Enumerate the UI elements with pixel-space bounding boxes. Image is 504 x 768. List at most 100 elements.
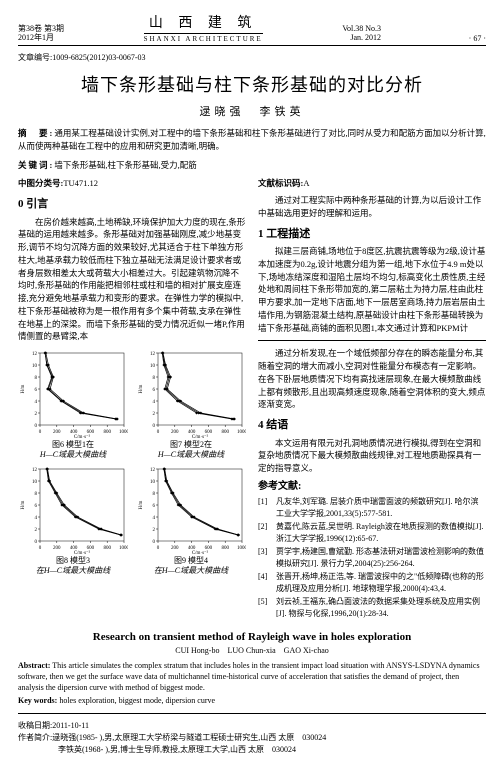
chart-caption: 图7 模型2在H—C域最大模曲线 bbox=[136, 440, 246, 461]
svg-text:8: 8 bbox=[153, 376, 156, 381]
date-cn: 2012年1月 bbox=[18, 33, 64, 43]
svg-text:0: 0 bbox=[157, 430, 160, 435]
vol-cn: 第38卷 第3期 bbox=[18, 24, 64, 34]
header-center: 山 西 建 筑 SHANXI ARCHITECTURE bbox=[144, 12, 263, 43]
svg-text:4: 4 bbox=[35, 400, 38, 405]
page-header: 第38卷 第3期 2012年1月 山 西 建 筑 SHANXI ARCHITEC… bbox=[18, 12, 486, 46]
svg-text:0: 0 bbox=[153, 540, 156, 545]
ref-num: [5] bbox=[258, 596, 276, 620]
reference-item: [2]黄嘉代,陈云蓝,吴世明. Rayleigh波在地质探测的数值模拟[J]. … bbox=[258, 521, 486, 545]
svg-text:H/m: H/m bbox=[139, 500, 144, 509]
section-0-para: 在房价越来越高,土地稀缺,环境保护加大力度的现在,条形基础的运用越来越多。条形基… bbox=[18, 216, 246, 344]
svg-text:0: 0 bbox=[35, 424, 38, 429]
page-number: · 67 · bbox=[469, 34, 486, 43]
svg-text:C/m·s⁻²: C/m·s⁻² bbox=[192, 434, 209, 439]
doccode: A bbox=[303, 178, 309, 188]
date-en: Jan. 2012 bbox=[342, 33, 381, 43]
divider bbox=[18, 713, 486, 714]
svg-text:0: 0 bbox=[153, 424, 156, 429]
charts-grid: 02004006008001000024681012C/m·s⁻²H/m图6 模… bbox=[18, 349, 246, 577]
svg-text:4: 4 bbox=[153, 400, 156, 405]
svg-text:12: 12 bbox=[32, 468, 38, 473]
english-title: Research on transient method of Rayleigh… bbox=[18, 631, 486, 643]
receive-date: 收稿日期:2011-10-11 bbox=[18, 720, 486, 732]
svg-text:6: 6 bbox=[153, 504, 156, 509]
svg-text:200: 200 bbox=[171, 546, 179, 551]
ref-num: [1] bbox=[258, 496, 276, 520]
svg-text:6: 6 bbox=[35, 388, 38, 393]
svg-text:0: 0 bbox=[35, 540, 38, 545]
svg-text:0: 0 bbox=[39, 430, 42, 435]
article-title: 墙下条形基础与柱下条形基础的对比分析 bbox=[18, 71, 486, 97]
chart-caption: 图9 模型4在H—C域最大模曲线 bbox=[136, 556, 246, 577]
clc: TU471.12 bbox=[63, 178, 98, 188]
journal-en: SHANXI ARCHITECTURE bbox=[144, 33, 263, 43]
svg-text:1000: 1000 bbox=[119, 546, 128, 551]
svg-text:H/m: H/m bbox=[21, 384, 26, 393]
right-para: 通过分析发现,在一个域低频部分存在的瞬态能量分布,其随着空洞的增大而减小,空洞对… bbox=[258, 347, 486, 411]
svg-text:1000: 1000 bbox=[119, 430, 128, 435]
svg-text:1000: 1000 bbox=[237, 546, 246, 551]
references-label: 参考文献: bbox=[258, 479, 486, 494]
keywords: 关键词:墙下条形基础,柱下条形基础,受力,配筋 bbox=[18, 159, 486, 172]
chart-caption: 图6 模型1在H—C域最大模曲线 bbox=[18, 440, 128, 461]
authors: 逯晓强 李铁英 bbox=[18, 103, 486, 119]
english-abstract: Abstract: This article simulates the com… bbox=[18, 660, 486, 694]
chart-1: 02004006008001000024681012C/m·s⁻²H/m图6 模… bbox=[18, 349, 128, 461]
svg-text:12: 12 bbox=[32, 352, 38, 357]
author-info-2: 李铁英(1968- ),男,博士生导师,教授,太原理工大学,山西 太原 0300… bbox=[18, 744, 486, 756]
english-keywords: Key words: holes exploration, biggest mo… bbox=[18, 695, 486, 706]
chart-4: 02004006008001000024681012C/m·s⁻²H/m图9 模… bbox=[136, 465, 246, 577]
svg-text:800: 800 bbox=[221, 430, 229, 435]
svg-text:10: 10 bbox=[150, 364, 156, 369]
clc-label: 中图分类号: bbox=[18, 178, 63, 188]
ref-text: 贾学宇,杨建国,曹斌勤. 形态基法研对瑞雷波检测影响的数值模拟研究[J]. 景行… bbox=[276, 546, 486, 570]
svg-text:H/m: H/m bbox=[21, 500, 26, 509]
abstract: 摘 要:通用某工程基础设计实例,对工程中的墙下条形基础和柱下条形基础进行了对比,… bbox=[18, 127, 486, 153]
chart-2: 02004006008001000024681012C/m·s⁻²H/m图7 模… bbox=[136, 349, 246, 461]
svg-text:200: 200 bbox=[53, 430, 61, 435]
ref-num: [2] bbox=[258, 521, 276, 545]
section-1-title: 1 工程描述 bbox=[258, 226, 486, 243]
keywords-text: 墙下条形基础,柱下条形基础,受力,配筋 bbox=[54, 160, 196, 170]
ref-text: 张晋开,杨坤,杨正浩,等. 瑞雷波探中的之"低频障碍(也称的形成机理及应用分析[… bbox=[276, 571, 486, 595]
article-id: 文章编号:1009-6825(2012)03-0067-03 bbox=[18, 52, 486, 63]
svg-text:1000: 1000 bbox=[237, 430, 246, 435]
reference-item: [5]刘云祯,王福东,确凸面波法的数据采集处理系统及应用实例[J]. 物探与化探… bbox=[258, 596, 486, 620]
eng-abs-label: Abstract: bbox=[18, 661, 50, 670]
doccode-label: 文献标识码: bbox=[258, 178, 303, 188]
journal-cn: 山 西 建 筑 bbox=[144, 12, 263, 32]
svg-text:0: 0 bbox=[157, 546, 160, 551]
abstract-label: 摘 要: bbox=[18, 128, 54, 138]
chart-caption: 图8 模型3在H—C域最大模曲线 bbox=[18, 556, 128, 577]
reference-item: [1]凡友华,刘军璐. 层装介质中瑞雷面波的频散研究[J]. 哈尔滨工业大学学报… bbox=[258, 496, 486, 520]
svg-text:8: 8 bbox=[35, 376, 38, 381]
reference-item: [4]张晋开,杨坤,杨正浩,等. 瑞雷波探中的之"低频障碍(也称的形成机理及应用… bbox=[258, 571, 486, 595]
ref-num: [4] bbox=[258, 571, 276, 595]
ref-num: [3] bbox=[258, 546, 276, 570]
header-left: 第38卷 第3期 2012年1月 bbox=[18, 24, 64, 43]
section-1-para: 拟建三层商铺,场地位于8度区,抗震抗震等级为2级,设计基本加速度为0.2g,设计… bbox=[258, 245, 486, 334]
footer: 收稿日期:2011-10-11 作者简介:逯晓强(1985- ),男,太原理工大… bbox=[18, 720, 486, 756]
svg-text:4: 4 bbox=[35, 516, 38, 521]
svg-text:2: 2 bbox=[35, 528, 38, 533]
svg-text:10: 10 bbox=[150, 480, 156, 485]
svg-text:12: 12 bbox=[150, 352, 156, 357]
eng-kw-text: holes exploration, biggest mode, dipersi… bbox=[59, 696, 215, 705]
svg-text:0: 0 bbox=[39, 546, 42, 551]
author-info-1: 作者简介:逯晓强(1985- ),男,太原理工大学桥梁与隧道工程硕士研究生,山西… bbox=[18, 732, 486, 744]
chart-3: 02004006008001000024681012C/m·s⁻²H/m图8 模… bbox=[18, 465, 128, 577]
svg-text:12: 12 bbox=[150, 468, 156, 473]
header-right: Vol.38 No.3 Jan. 2012 bbox=[342, 24, 381, 43]
svg-text:C/m·s⁻²: C/m·s⁻² bbox=[74, 434, 91, 439]
section-0b-para: 通过对工程实际中两种条形基础的计算,为以后设计工作中基础选用更好的理解和运用。 bbox=[258, 194, 486, 220]
svg-text:C/m·s⁻²: C/m·s⁻² bbox=[74, 550, 91, 555]
svg-text:4: 4 bbox=[153, 516, 156, 521]
svg-text:6: 6 bbox=[153, 388, 156, 393]
svg-text:800: 800 bbox=[221, 546, 229, 551]
svg-text:8: 8 bbox=[153, 492, 156, 497]
svg-text:200: 200 bbox=[53, 546, 61, 551]
references-list: [1]凡友华,刘军璐. 层装介质中瑞雷面波的频散研究[J]. 哈尔滨工业大学学报… bbox=[258, 496, 486, 620]
right-column: 文献标识码:A 通过对工程实际中两种条形基础的计算,为以后设计工作中基础选用更好… bbox=[258, 177, 486, 621]
eng-kw-label: Key words: bbox=[18, 696, 57, 705]
